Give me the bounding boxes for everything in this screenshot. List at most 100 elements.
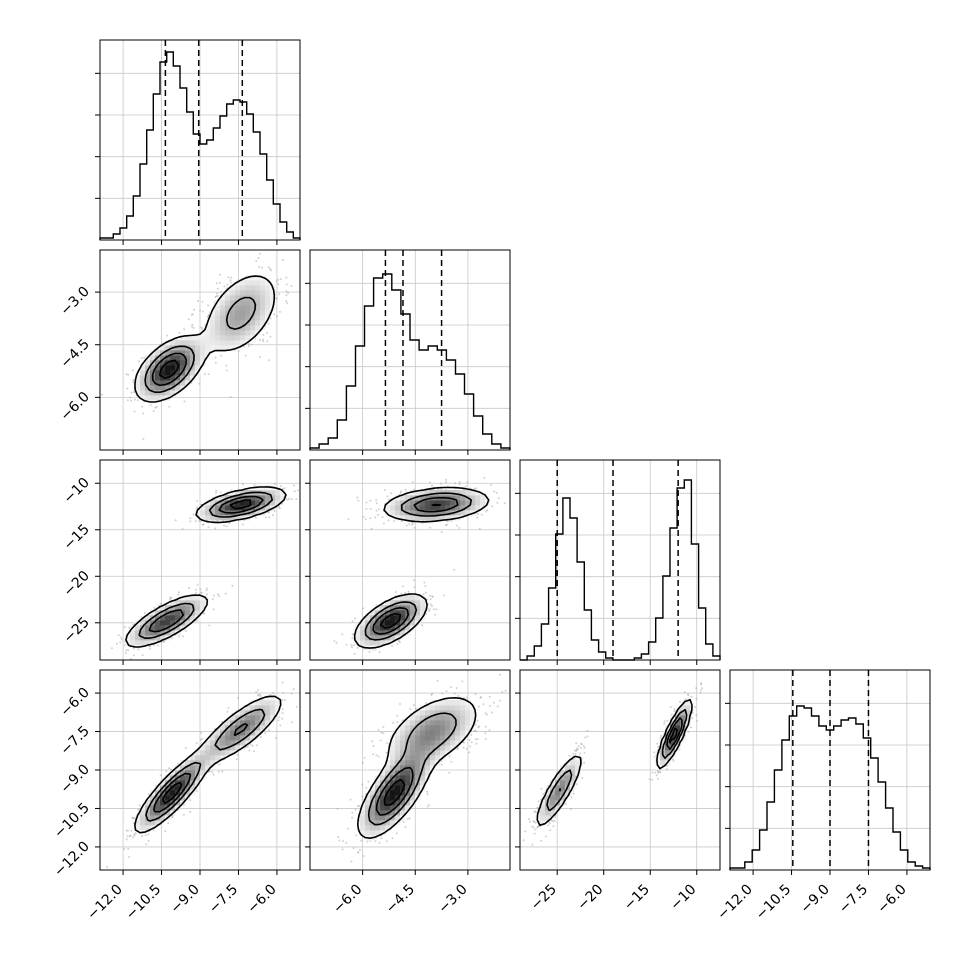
scatter-point	[110, 647, 113, 650]
scatter-point	[132, 381, 135, 384]
density-cell	[170, 625, 176, 631]
scatter-point	[423, 581, 426, 584]
density-cell	[155, 610, 161, 616]
density-cell	[175, 600, 181, 606]
scatter-point	[207, 314, 210, 317]
density-cell	[200, 595, 206, 601]
density-cell	[155, 625, 161, 631]
density-cell	[165, 385, 171, 391]
scatter-point	[196, 506, 199, 509]
scatter-point	[445, 524, 447, 527]
density-cell	[155, 615, 161, 621]
density-cell	[220, 305, 226, 311]
density-cell	[145, 380, 151, 386]
density-cell	[170, 620, 176, 626]
density-cell	[415, 595, 421, 601]
density-cell	[165, 370, 171, 376]
density-cell	[165, 380, 171, 386]
scatter-point	[230, 276, 233, 279]
scatter-point	[458, 527, 461, 529]
scatter-point	[125, 652, 127, 654]
scatter-point	[193, 308, 196, 311]
density-cell	[235, 290, 241, 296]
density-cell	[445, 505, 451, 511]
scatter-point	[396, 643, 399, 645]
scatter-point	[196, 583, 199, 586]
scatter-point	[181, 635, 184, 638]
density-cell	[355, 630, 361, 636]
density-cell	[265, 505, 271, 511]
density-cell	[140, 380, 146, 386]
density-cell	[365, 620, 371, 626]
density-cell	[380, 625, 386, 631]
density-cell	[220, 315, 226, 321]
scatter-point	[183, 328, 186, 331]
density-cell	[215, 330, 221, 336]
density-cell	[245, 325, 251, 331]
scatter-point	[377, 508, 380, 511]
density-cell	[395, 510, 401, 516]
scatter-point	[337, 661, 339, 663]
density-cell	[415, 615, 421, 621]
scatter-point	[133, 833, 136, 836]
density-cell	[195, 340, 201, 346]
density-cell	[160, 370, 166, 376]
scatter-point	[177, 593, 180, 596]
density-cell	[230, 515, 236, 521]
density-cell	[430, 500, 436, 506]
scatter-point	[381, 516, 384, 519]
density-cell	[420, 490, 426, 496]
scatter-point	[214, 296, 217, 298]
density-cell	[250, 275, 256, 281]
density-cell	[150, 610, 156, 616]
density-cell	[410, 500, 416, 506]
histogram-step	[309, 273, 511, 450]
density-cell	[255, 295, 261, 301]
scatter-point	[145, 843, 148, 846]
scatter-point	[374, 516, 377, 519]
scatter-point	[169, 596, 172, 599]
density-cell	[165, 345, 171, 351]
scatter-point	[120, 636, 122, 639]
scatter-point	[404, 591, 406, 594]
density-cell	[400, 495, 406, 501]
scatter-point	[143, 356, 146, 359]
density-cell	[135, 385, 141, 391]
scatter-point	[137, 399, 139, 402]
density-cell	[160, 345, 166, 351]
scatter-point	[144, 834, 147, 837]
density-cell	[185, 600, 191, 606]
density-cell	[375, 635, 381, 641]
scatter-point	[485, 510, 488, 513]
density-cell	[265, 490, 271, 496]
density-cell	[455, 505, 461, 511]
density-cell	[220, 300, 226, 306]
density-cell	[130, 630, 136, 636]
scatter-point	[241, 523, 244, 526]
density-cell	[265, 495, 271, 501]
scatter-point	[212, 773, 215, 776]
scatter-point	[445, 523, 448, 526]
scatter-point	[394, 591, 397, 593]
density-cell	[410, 505, 416, 511]
scatter-point	[445, 481, 448, 484]
density-cell	[260, 495, 266, 501]
density-cell	[450, 495, 456, 501]
density-cell	[390, 630, 396, 636]
scatter-point	[123, 847, 126, 850]
scatter-point	[141, 654, 144, 657]
scatter-point	[382, 522, 385, 525]
density-cell	[385, 510, 391, 516]
scatter-point	[216, 287, 219, 290]
scatter-point	[199, 588, 202, 591]
density-cell	[260, 285, 266, 291]
scatter-point	[133, 410, 136, 413]
density-cell	[170, 600, 176, 606]
density-cell	[135, 625, 141, 631]
density-cell	[240, 515, 246, 521]
density-cell	[395, 635, 401, 641]
scatter-point	[198, 519, 201, 522]
density-cell	[245, 300, 251, 306]
density-cell	[145, 365, 151, 371]
contour-line	[138, 491, 273, 639]
